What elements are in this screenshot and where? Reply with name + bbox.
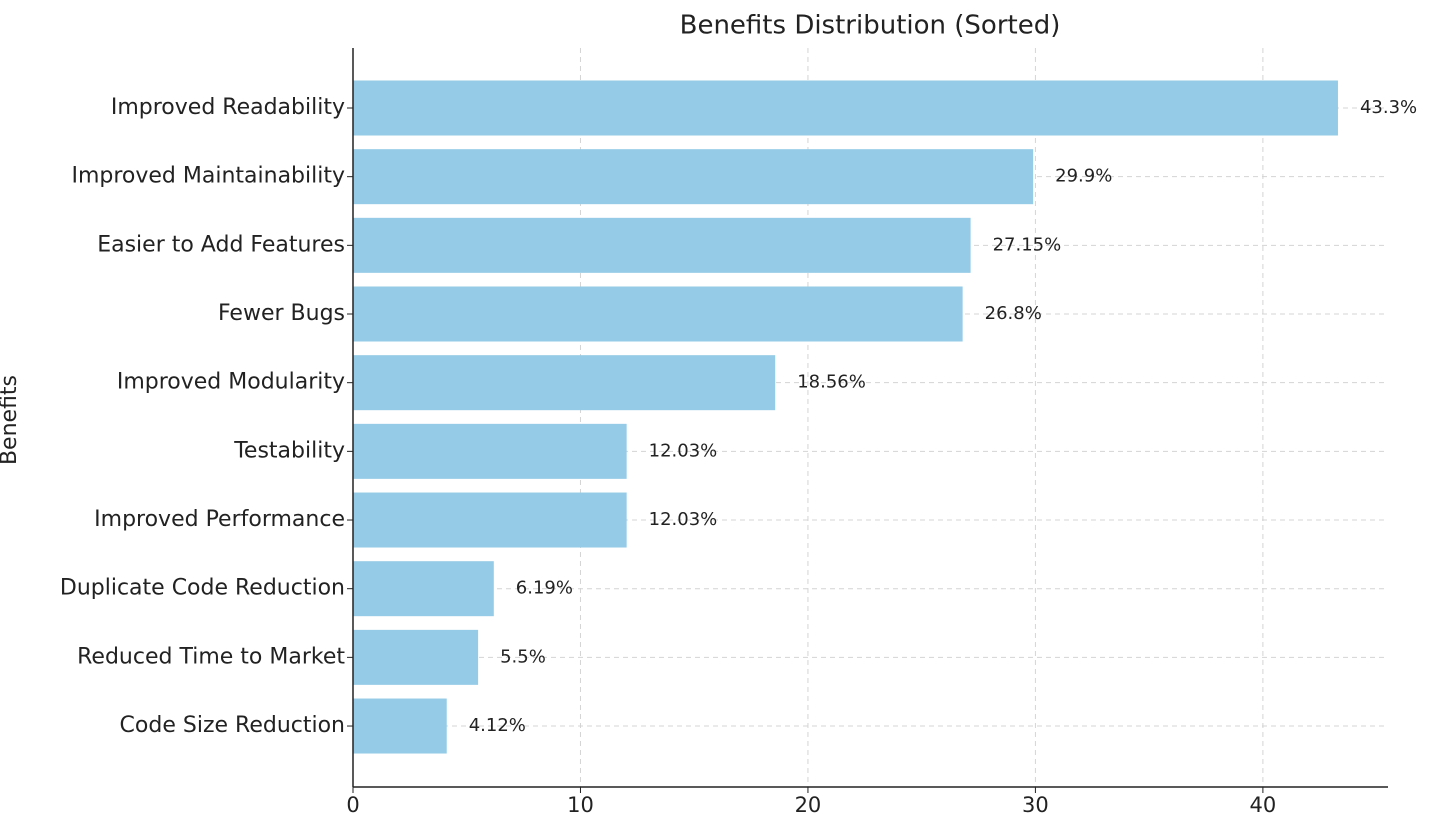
value-label: 12.03% [649, 440, 718, 461]
x-tick-label: 10 [567, 793, 594, 817]
value-label: 43.3% [1360, 97, 1417, 118]
value-label: 6.19% [516, 578, 573, 599]
chart-title: Benefits Distribution (Sorted) [680, 11, 1061, 41]
bar [353, 629, 479, 685]
y-tick-label: Reduced Time to Market [77, 644, 345, 669]
y-tick-label: Improved Performance [94, 507, 345, 532]
value-label: 27.15% [993, 234, 1062, 255]
bar [353, 698, 447, 754]
y-tick-label: Improved Readability [111, 95, 345, 120]
bar [353, 80, 1338, 136]
value-label: 12.03% [649, 509, 718, 530]
value-label: 5.5% [500, 646, 546, 667]
x-tick-label: 40 [1250, 793, 1277, 817]
bar [353, 149, 1034, 205]
y-tick-label: Code Size Reduction [120, 713, 345, 738]
x-tick-label: 0 [346, 793, 359, 817]
y-tick-label: Duplicate Code Reduction [60, 576, 345, 601]
bar [353, 217, 971, 273]
value-label: 18.56% [797, 372, 866, 393]
y-axis-label: Benefits [0, 375, 22, 465]
y-tick-label: Improved Maintainability [71, 164, 345, 189]
x-tick-label: 20 [795, 793, 822, 817]
bar [353, 492, 627, 548]
bar [353, 286, 963, 342]
value-label: 26.8% [985, 303, 1042, 324]
value-label: 4.12% [469, 715, 526, 736]
bar [353, 355, 776, 411]
y-tick-label: Easier to Add Features [97, 232, 345, 257]
bar [353, 423, 627, 479]
y-tick-label: Testability [233, 438, 345, 463]
y-tick-label: Improved Modularity [117, 370, 345, 395]
value-label: 29.9% [1055, 166, 1112, 187]
y-tick-label: Fewer Bugs [218, 301, 345, 326]
x-tick-label: 30 [1022, 793, 1049, 817]
bar [353, 561, 494, 617]
